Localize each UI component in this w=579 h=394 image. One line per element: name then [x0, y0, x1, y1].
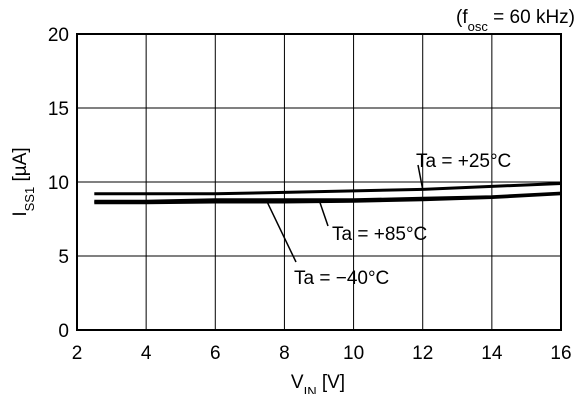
x-tick-label: 14 [481, 343, 503, 364]
x-tick-labels: 2 4 6 8 10 12 14 16 [72, 343, 572, 364]
x-axis-label: VIN [V] [291, 372, 345, 394]
condition-label: (fosc = 60 kHz) [456, 7, 575, 34]
series-labels: Ta = +25°C Ta = +85°C Ta = −40°C [294, 151, 511, 289]
series-leader-2 [266, 201, 297, 263]
y-tick-label: 0 [58, 321, 69, 342]
series-line-0 [94, 182, 562, 196]
series-leader-0 [417, 164, 424, 190]
series-group [94, 182, 562, 205]
x-tick-label: 16 [550, 343, 571, 364]
series-leader-1 [318, 199, 329, 227]
x-tick-label: 4 [141, 343, 152, 364]
series-label-0: Ta = +25°C [416, 151, 511, 172]
y-tick-labels: 0 5 10 15 20 [48, 25, 69, 342]
y-tick-label: 10 [48, 173, 69, 194]
series-leader-lines [266, 164, 424, 263]
x-tick-label: 12 [412, 343, 433, 364]
y-axis-label: ISS1 [µA] [10, 147, 37, 216]
series-label-1: Ta = +85°C [332, 224, 427, 245]
x-tick-label: 2 [72, 343, 83, 364]
x-tick-label: 10 [343, 343, 364, 364]
plot-frame [76, 33, 562, 331]
y-tick-label: 5 [58, 247, 69, 268]
y-tick-label: 15 [48, 99, 69, 120]
series-label-2: Ta = −40°C [294, 268, 389, 289]
x-tick-label: 8 [279, 343, 290, 364]
x-tick-label: 6 [210, 343, 221, 364]
y-tick-label: 20 [48, 25, 69, 46]
